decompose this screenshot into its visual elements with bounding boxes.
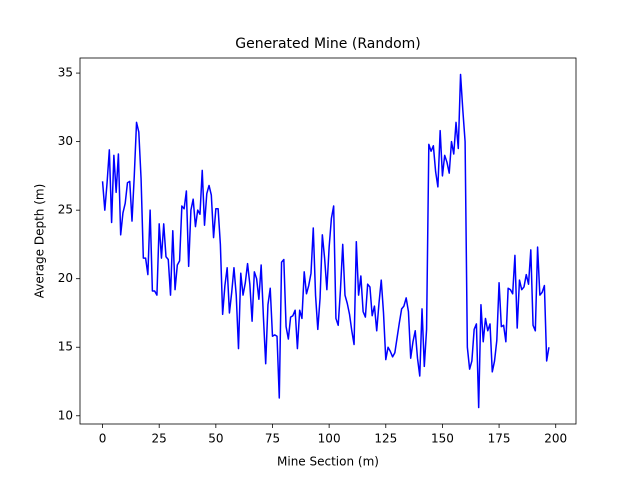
y-tick-label: 35: [58, 66, 73, 80]
x-tick-label: 0: [99, 432, 107, 446]
chart-title: Generated Mine (Random): [235, 36, 421, 52]
x-tick-label: 25: [152, 432, 167, 446]
x-tick-label: 100: [318, 432, 341, 446]
x-tick-label: 125: [374, 432, 397, 446]
x-tick-label: 200: [544, 432, 567, 446]
y-tick-label: 15: [58, 340, 73, 354]
x-tick-label: 75: [265, 432, 280, 446]
y-tick-label: 25: [58, 203, 73, 217]
y-tick-label: 10: [58, 408, 73, 422]
axes-frame: [79, 57, 577, 425]
y-axis-label: Average Depth (m): [33, 184, 47, 299]
x-tick-label: 50: [208, 432, 223, 446]
x-axis-label: Mine Section (m): [277, 455, 379, 469]
y-tick-label: 30: [58, 134, 73, 148]
x-tick-label: 175: [488, 432, 511, 446]
data-line: [101, 73, 550, 409]
x-tick-label: 150: [431, 432, 454, 446]
y-tick-label: 20: [58, 271, 73, 285]
